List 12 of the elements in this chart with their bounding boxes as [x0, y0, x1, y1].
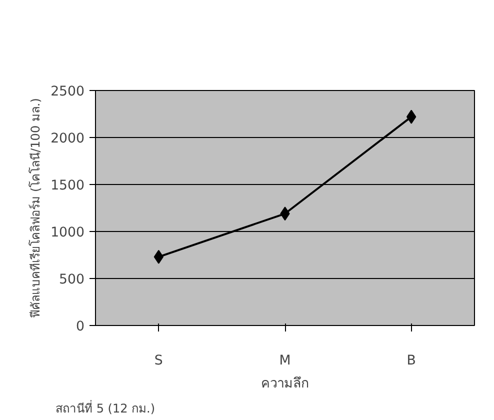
- y-axis-title: ฟีคัลแบคทีเรียโคลิฟอร์ม (โคโลนี/100 มล.): [28, 98, 43, 318]
- y-tick-label: 1500: [50, 178, 85, 194]
- y-tick-label: 1000: [50, 226, 85, 240]
- x-tick-label: S: [154, 354, 163, 368]
- x-tick-label: M: [279, 354, 291, 368]
- x-axis-title: ความลึก: [261, 376, 309, 392]
- x-tick-label: B: [406, 354, 416, 368]
- y-tick-label: 2500: [50, 84, 85, 100]
- y-tick-label: 500: [59, 272, 85, 288]
- y-tick-label: 2000: [50, 132, 85, 146]
- y-tick-label: 0: [76, 320, 85, 334]
- text: สถานีที่ 5 (12 กม.): [56, 400, 156, 416]
